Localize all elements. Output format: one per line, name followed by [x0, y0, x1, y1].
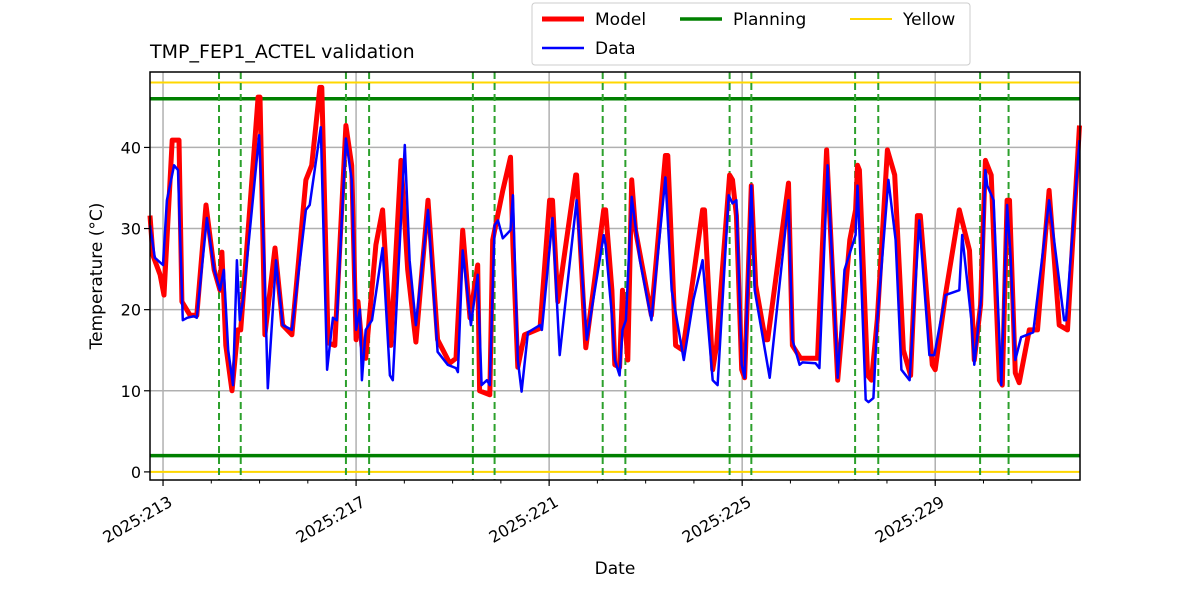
legend-label-data: Data [595, 39, 636, 59]
model-series-line [147, 84, 1082, 398]
x-tick-label: 2025:217 [293, 492, 369, 547]
chart-title: TMP_FEP1_ACTEL validation [149, 41, 415, 63]
legend-label-planning: Planning [733, 10, 806, 30]
y-tick-label: 30 [121, 220, 141, 239]
y-tick-label: 40 [121, 138, 141, 157]
y-axis-label: Temperature (°C) [87, 203, 107, 351]
y-tick-label: 20 [121, 301, 141, 320]
x-tick-label: 2025:229 [872, 492, 948, 547]
grid [150, 72, 1080, 480]
x-axis-label: Date [595, 559, 636, 579]
threshold-lines [150, 81, 1080, 473]
x-tick-label: 2025:221 [486, 492, 562, 547]
legend-label-yellow: Yellow [902, 10, 955, 30]
data-series-line [148, 125, 1081, 404]
y-tick-label: 10 [121, 382, 141, 401]
y-tick-label: 0 [131, 463, 141, 482]
series-lines [147, 84, 1082, 404]
plot-frame [149, 71, 1081, 481]
x-tick-label: 2025:213 [100, 492, 176, 547]
legend: Model Planning Yellow Data [531, 2, 971, 66]
x-tick-label: 2025:225 [679, 492, 755, 547]
legend-label-model: Model [595, 10, 646, 30]
